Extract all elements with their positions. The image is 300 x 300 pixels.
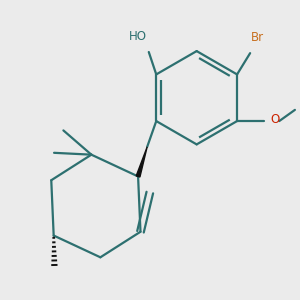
Text: O: O bbox=[271, 113, 280, 126]
Text: Br: Br bbox=[251, 31, 264, 44]
Polygon shape bbox=[136, 147, 147, 177]
Text: HO: HO bbox=[129, 30, 147, 43]
